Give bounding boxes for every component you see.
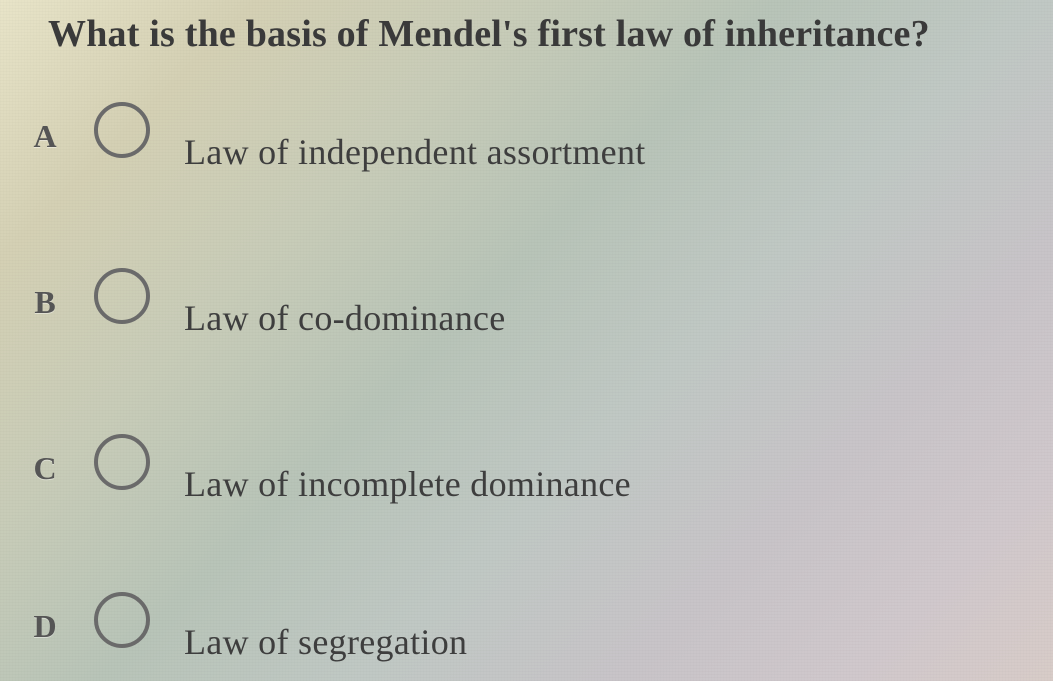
option-letter-a: A <box>30 118 60 155</box>
question-text: What is the basis of Mendel's first law … <box>48 12 930 56</box>
radio-a[interactable] <box>94 102 150 158</box>
option-letter-c: C <box>30 450 60 487</box>
option-letter-d: D <box>30 608 60 645</box>
radio-d[interactable] <box>94 592 150 648</box>
option-row-d[interactable]: D Law of segregation <box>30 598 467 654</box>
option-row-c[interactable]: C Law of incomplete dominance <box>30 440 631 496</box>
option-text-a: Law of independent assortment <box>184 131 646 173</box>
radio-c[interactable] <box>94 434 150 490</box>
option-text-d: Law of segregation <box>184 621 467 663</box>
option-text-c: Law of incomplete dominance <box>184 463 631 505</box>
option-row-b[interactable]: B Law of co-dominance <box>30 274 506 330</box>
option-letter-b: B <box>30 284 60 321</box>
option-row-a[interactable]: A Law of independent assortment <box>30 108 646 164</box>
option-text-b: Law of co-dominance <box>184 297 506 339</box>
radio-b[interactable] <box>94 268 150 324</box>
